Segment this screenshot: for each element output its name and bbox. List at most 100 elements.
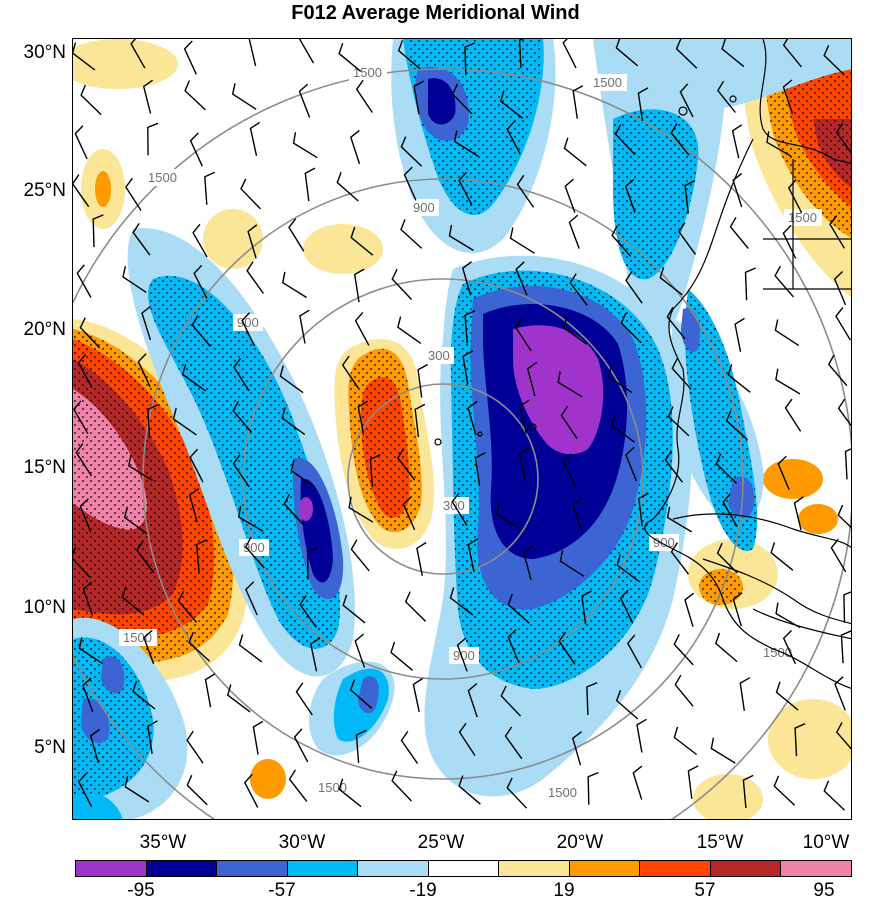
wind-barb: [794, 723, 806, 757]
map-panel: 1500 1500 1500 1500 1500 1500 1500 1500 …: [72, 38, 852, 820]
wind-barb: [204, 673, 216, 708]
positive-wind-region-center: [334, 339, 435, 549]
positive-wind-region-west: [73, 319, 251, 683]
wind-barb: [283, 493, 304, 526]
wind-barb: [678, 222, 697, 255]
lat-label-10n: 10°N: [23, 597, 66, 618]
wind-barb: [78, 637, 104, 665]
wind-barb: [336, 171, 359, 202]
wind-barb: [742, 774, 754, 809]
wind-barb: [664, 450, 684, 483]
wind-barb: [714, 632, 738, 663]
wind-barb: [670, 123, 690, 156]
wind-barb: [188, 631, 211, 662]
contour-label-1500-north: 1500: [353, 65, 382, 80]
wind-barb: [620, 312, 642, 344]
wind-barb: [400, 219, 423, 249]
wind-barb: [306, 546, 319, 580]
wind-barb: [624, 178, 636, 213]
wind-barb: [625, 270, 643, 304]
wind-barb: [181, 363, 207, 392]
wind-barb: [404, 591, 427, 622]
wind-barb: [400, 136, 423, 167]
wind-barb: [673, 726, 698, 756]
wind-barb: [774, 319, 800, 347]
wind-barb: [76, 264, 92, 298]
wind-barb: [136, 540, 155, 574]
wind-barb: [835, 722, 851, 750]
wind-barb: [563, 317, 588, 345]
wind-barb: [125, 177, 142, 211]
wind-barb: [417, 363, 429, 398]
wind-barb: [607, 366, 633, 394]
terrain-contour-labels: 1500 1500 1500 1500 1500 1500 1500 1500 …: [119, 64, 822, 801]
wind-barb: [282, 271, 307, 299]
wind-barb: [397, 316, 422, 344]
wind-barb: [304, 167, 316, 202]
contour-label-900-north: 900: [413, 200, 435, 215]
wind-barb: [350, 226, 374, 256]
wind-barb: [295, 682, 313, 716]
wind-barb: [79, 317, 101, 349]
wind-barb: [727, 364, 751, 393]
wind-barb: [782, 39, 802, 68]
wind-barb: [770, 542, 794, 571]
colorbar-label-neg57: -57: [268, 880, 296, 901]
wind-barb: [281, 407, 306, 436]
wind-barb: [777, 455, 790, 490]
wind-barb: [391, 268, 413, 300]
wind-barb: [716, 542, 738, 574]
wind-barb: [350, 539, 370, 572]
wind-barb: [369, 453, 381, 488]
wind-barb: [562, 453, 577, 488]
wind-barb: [75, 443, 93, 477]
wind-barb: [670, 542, 690, 575]
contour-label-900-west: 900: [237, 315, 259, 330]
wind-barb: [506, 777, 528, 809]
wind-barb: [244, 536, 265, 569]
wind-barb: [147, 404, 159, 438]
wind-barb: [238, 505, 264, 532]
wind-barb: [616, 554, 641, 583]
wind-barb: [515, 261, 528, 296]
wind-barb: [766, 131, 792, 157]
wind-barb: [675, 39, 698, 69]
colorbar-swatch: [499, 861, 570, 876]
wind-barb: [310, 637, 321, 672]
wind-barb: [451, 492, 468, 526]
wind-barb: [177, 590, 198, 623]
wind-barb: [729, 216, 749, 249]
wind-barb: [226, 684, 251, 713]
colorbar-swatch: [569, 861, 641, 876]
wind-barb: [666, 506, 693, 533]
wind-barb: [397, 448, 416, 481]
wind-barb: [775, 602, 801, 629]
wind-barb: [355, 79, 373, 113]
lat-label-30n: 30°N: [23, 42, 66, 63]
wind-barb: [467, 683, 478, 718]
wind-barb: [142, 79, 154, 114]
wind-barb: [721, 39, 745, 68]
wind-barb: [122, 266, 147, 293]
map-plot: 1500 1500 1500 1500 1500 1500 1500 1500 …: [73, 39, 851, 819]
wind-barb: [518, 39, 525, 69]
wind-barb: [739, 677, 751, 711]
wind-barb: [568, 214, 580, 249]
wind-barb: [132, 223, 151, 256]
colorbar-label-95: 95: [813, 880, 835, 901]
wind-barb: [843, 591, 851, 623]
wind-barb: [458, 722, 476, 756]
contour-label-1500-northeast: 1500: [593, 75, 622, 90]
wind-barb: [349, 679, 373, 709]
wind-barb: [636, 718, 647, 753]
wind-barb: [73, 42, 96, 71]
wind-barb: [464, 310, 476, 344]
wind-barb: [338, 42, 362, 72]
wind-barb: [684, 179, 696, 214]
lon-label-30w: 30°W: [278, 832, 326, 853]
wind-barb: [787, 179, 803, 214]
wind-barb: [416, 541, 427, 576]
wind-barb: [338, 778, 362, 808]
wind-barb: [130, 39, 146, 69]
wind-barb: [189, 132, 203, 167]
